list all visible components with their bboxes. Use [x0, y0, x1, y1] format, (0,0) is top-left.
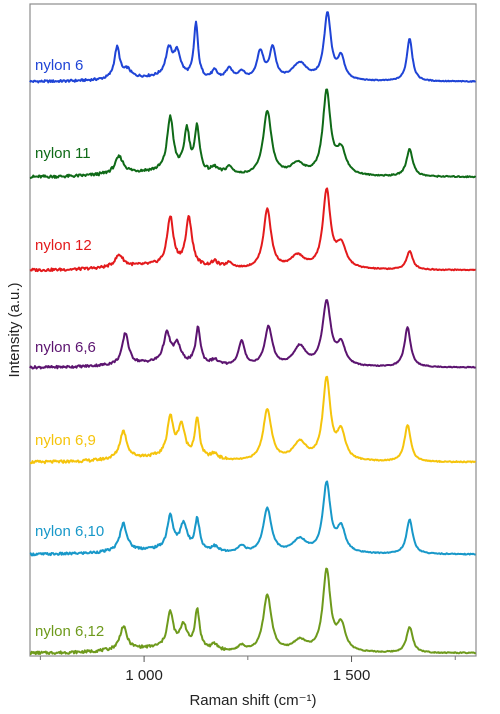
series-label: nylon 6,12: [35, 623, 104, 640]
series-label: nylon 6: [35, 57, 83, 74]
series-line: [29, 88, 477, 180]
series-label: nylon 6,9: [35, 432, 96, 449]
series-label: nylon 6,6: [35, 339, 96, 356]
series-line: [29, 567, 477, 656]
series-label: nylon 12: [35, 237, 92, 254]
series-line: [29, 187, 476, 273]
spectra-group: [29, 11, 477, 656]
series-line: [29, 11, 477, 84]
series-line: [29, 299, 477, 370]
series-label: nylon 6,10: [35, 523, 104, 540]
series-label: nylon 11: [35, 145, 91, 162]
y-axis-label: Intensity (a.u.): [6, 282, 23, 377]
x-tick-label: 1 500: [333, 667, 371, 684]
x-axis: 1 000 1 500: [39, 656, 456, 684]
series-line: [29, 375, 477, 465]
series-line: [29, 480, 476, 557]
series-labels: nylon 6 nylon 11 nylon 12 nylon 6,6 nylon 6,…: [35, 57, 104, 640]
x-tick-label: 1 000: [125, 667, 163, 684]
x-axis-label: Raman shift (cm⁻¹): [189, 692, 316, 709]
